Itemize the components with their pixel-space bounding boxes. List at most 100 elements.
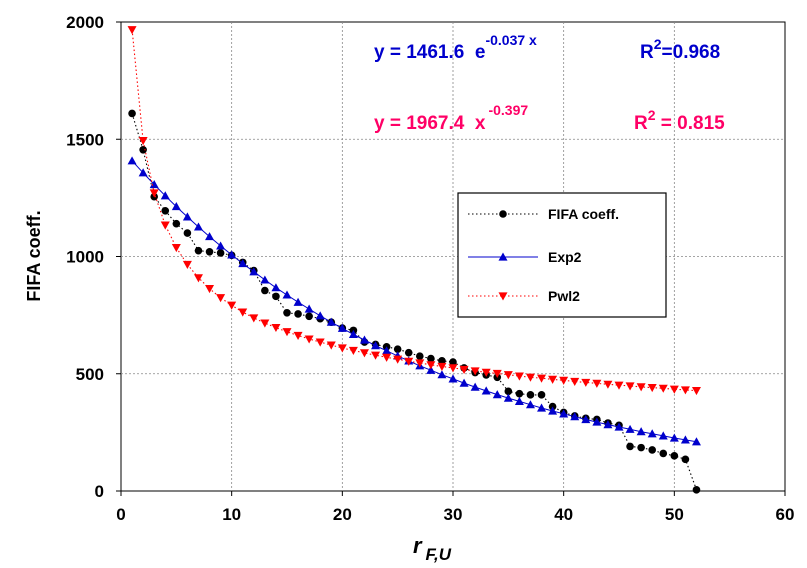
series-pwl2-point [371, 351, 381, 360]
legend-swatch-pwl2-point [498, 292, 508, 301]
series-pwl2-point [315, 338, 325, 347]
series-fifa-coeff-point [659, 449, 668, 458]
series-pwl2-point [492, 369, 502, 379]
series-fifa-coeff-point [427, 354, 435, 363]
series-pwl2-point [603, 380, 613, 389]
series-exp2-point [304, 304, 314, 313]
series-pwl2-point [138, 137, 148, 146]
series-fifa-coeff-point [515, 389, 524, 398]
series-exp2-point [227, 250, 237, 259]
x-tick-label: 60 [776, 505, 795, 524]
series-exp2-point [271, 283, 281, 292]
pwl-fit-equation: y = 1967.4 x-0.397 [374, 102, 528, 134]
series-exp2-point [138, 168, 148, 177]
series-pwl2-point [193, 274, 203, 283]
legend-swatch-fifa-coeff-point [499, 210, 507, 218]
series-fifa-coeff-point [526, 391, 535, 399]
series-pwl2-point [537, 374, 547, 383]
series-fifa-coeff-point [692, 486, 701, 494]
series-exp2-point [193, 222, 203, 231]
series-exp2-point [581, 414, 591, 424]
exp-fit-equation-prefix: y = 1461.6 e [374, 42, 485, 63]
pwl-fit-r2-value: = 0.815 [656, 113, 726, 134]
series-pwl2-point [581, 378, 591, 387]
series-pwl2-point [426, 361, 436, 370]
series-fifa-coeff-point [681, 455, 690, 464]
series-pwl2-point [559, 376, 569, 385]
series-fifa-coeff-point [537, 391, 546, 399]
series-pwl2-point [348, 346, 358, 356]
exp-fit-r2-prefix: R [640, 42, 654, 63]
x-tick-label: 50 [665, 505, 684, 524]
series-exp2-point [636, 427, 646, 436]
series-exp2-point [359, 335, 369, 344]
series-fifa-coeff-point [393, 345, 402, 353]
series-exp2-line [131, 160, 697, 443]
x-axis-label-main: r [413, 533, 423, 558]
series-exp2-point [647, 429, 657, 438]
series-exp2-point [171, 202, 181, 211]
series-fifa-coeff-point [438, 357, 446, 365]
legend-swatch-exp2-point [498, 252, 508, 261]
series-pwl2-point [503, 371, 513, 380]
series-pwl2-point [393, 355, 403, 364]
series-fifa-coeff-point [172, 219, 181, 228]
series-fifa-coeff-point [128, 109, 136, 118]
series-exp2-point [691, 437, 701, 446]
series-exp2-point [537, 403, 547, 412]
series-fifa-coeff-point [626, 442, 634, 451]
series-pwl2-point [481, 368, 491, 377]
series-pwl2-point [625, 382, 635, 391]
series-fifa-coeff-line [131, 113, 698, 490]
legend-label-fifa: FIFA coeff. [548, 206, 619, 222]
series-pwl2-point [238, 308, 248, 317]
series-exp2-point [448, 374, 458, 383]
series-exp2-point [525, 400, 535, 409]
pwl-fit-r2-sup: 2 [648, 107, 656, 123]
series-exp2-point [337, 323, 347, 332]
series-pwl2-point [326, 341, 336, 350]
exp-fit-r2-sup: 2 [654, 36, 662, 52]
series-pwl2-point [382, 353, 392, 362]
x-tick-label: 0 [116, 505, 125, 524]
series-exp2-point [514, 396, 524, 406]
y-tick-label: 0 [95, 482, 104, 501]
x-tick-label: 20 [333, 505, 352, 524]
series-pwl2-point [260, 319, 270, 328]
y-axis-label: FIFA coeff. [24, 210, 44, 301]
series-exp2-point [559, 409, 569, 418]
exp-fit-exponent: -0.037 x [485, 32, 537, 48]
series-fifa-coeff-point [504, 387, 513, 396]
series-exp2-point [293, 297, 303, 306]
series-exp2-point [326, 317, 336, 326]
y-tick-label: 500 [76, 365, 104, 384]
grid [121, 22, 785, 491]
series-exp2-point [426, 365, 436, 374]
series-pwl2-point [514, 372, 524, 381]
series-pwl2-point [359, 349, 369, 358]
series-exp2-point [260, 275, 270, 284]
series-exp2-point [371, 341, 381, 350]
series-pwl2-point [614, 381, 624, 390]
series-pwl2-point [127, 26, 137, 35]
series-pwl2-point [171, 243, 181, 253]
series-exp2-point [570, 412, 580, 421]
series-pwl2-point [570, 377, 580, 386]
legend-label-exp2: Exp2 [548, 249, 582, 265]
series-pwl2-point [282, 328, 292, 337]
series-fifa-coeff-point [161, 206, 170, 215]
exp-fit-equation: y = 1461.6 e-0.037 x [374, 32, 537, 63]
series-fifa-coeff-point [283, 308, 291, 317]
series-exp2-point [127, 156, 137, 165]
series-fifa-coeff-point [183, 229, 192, 237]
series-pwl2 [127, 26, 701, 396]
series-exp2-point [216, 241, 226, 250]
y-tick-label: 1500 [66, 130, 104, 149]
series-pwl2-point [680, 386, 690, 395]
series-pwl2-point [669, 385, 679, 394]
series-exp2-point [315, 311, 325, 320]
axes: 0 10 20 30 40 50 60 0 500 1000 1500 2000 [66, 13, 794, 524]
series-pwl2-point [437, 362, 447, 371]
series-fifa-coeff-point [205, 248, 214, 256]
pwl-fit-exponent: -0.397 [488, 102, 528, 118]
